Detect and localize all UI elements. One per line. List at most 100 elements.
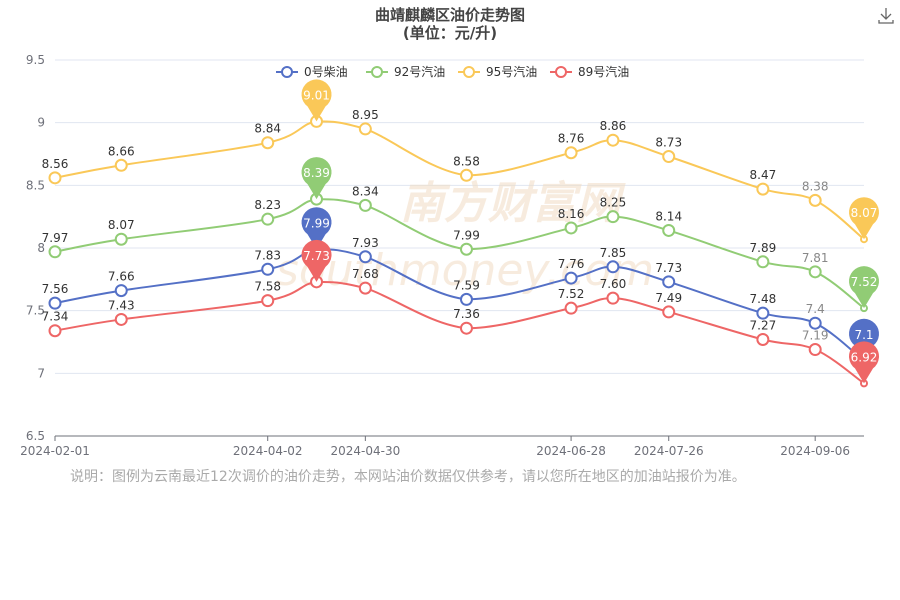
pin-label: 8.39 — [303, 166, 330, 180]
x-tick-label: 2024-07-26 — [634, 444, 704, 458]
data-point — [606, 210, 620, 224]
legend-marker — [281, 66, 293, 78]
data-label: 7.93 — [352, 236, 379, 250]
data-point — [358, 250, 372, 264]
pin-label: 7.73 — [303, 249, 330, 263]
extreme-pin: 6.92 — [849, 341, 880, 384]
legend-marker — [371, 66, 383, 78]
data-point — [564, 221, 578, 235]
data-point — [756, 306, 770, 320]
data-label: 7.58 — [254, 280, 281, 294]
data-label: 7.81 — [802, 251, 829, 265]
data-point — [459, 292, 473, 306]
data-point — [756, 182, 770, 196]
data-label: 7.83 — [254, 248, 281, 262]
legend[interactable]: 0号柴油 92号汽油 95号汽油 89号汽油 — [276, 64, 629, 79]
x-tick-label: 2024-06-28 — [536, 444, 606, 458]
pin-label: 6.92 — [851, 350, 878, 364]
data-point — [459, 168, 473, 182]
y-tick-label: 7.5 — [26, 304, 45, 318]
x-tick-label: 2024-02-01 — [20, 444, 90, 458]
data-label: 7.36 — [453, 307, 480, 321]
data-label: 8.14 — [655, 209, 682, 223]
data-label: 7.59 — [453, 278, 480, 292]
extreme-markers: 7.99 7.1 8.39 7.52 9.01 8.07 7.73 6.92 — [301, 79, 880, 384]
data-point — [261, 212, 275, 226]
legend-item-3[interactable]: 89号汽油 — [550, 64, 629, 79]
data-point — [48, 245, 62, 259]
pin-shape — [849, 266, 880, 309]
data-label: 8.07 — [108, 218, 135, 232]
legend-item-1[interactable]: 92号汽油 — [366, 64, 445, 79]
data-label: 7.52 — [558, 287, 585, 301]
data-label: 7.76 — [558, 257, 585, 271]
data-label: 8.86 — [600, 119, 627, 133]
data-label: 7.34 — [42, 310, 69, 324]
data-point — [606, 291, 620, 305]
series-line-3 — [54, 280, 865, 385]
extreme-pin: 7.52 — [849, 266, 880, 309]
data-point — [114, 158, 128, 172]
data-point — [808, 265, 822, 279]
legend-item-0[interactable]: 0号柴油 — [276, 65, 348, 79]
data-label: 8.66 — [108, 144, 135, 158]
data-label: 7.68 — [352, 267, 379, 281]
pin-shape — [849, 318, 880, 361]
chart-title: 曲靖麒麟区油价走势图 — [374, 6, 525, 24]
chart-subtitle: (单位：元/升) — [402, 24, 498, 42]
data-point — [662, 223, 676, 237]
data-point — [808, 316, 822, 330]
legend-label: 92号汽油 — [394, 64, 445, 79]
data-label: 8.23 — [254, 198, 281, 212]
data-labels: 7.56 7.66 7.83 7.93 7.59 7.76 7.85 7.73 7.48 7.4 7… — [42, 108, 829, 343]
data-point — [756, 332, 770, 346]
pin-shape — [301, 239, 332, 282]
data-point — [358, 198, 372, 212]
data-point — [48, 324, 62, 338]
data-point — [358, 122, 372, 136]
legend-marker — [555, 66, 567, 78]
data-label: 8.47 — [750, 168, 777, 182]
data-point — [662, 305, 676, 319]
pin-shape — [301, 79, 332, 122]
extreme-pin: 7.99 — [301, 207, 332, 250]
pin-label: 7.99 — [303, 216, 330, 230]
y-tick-label: 9 — [37, 116, 45, 130]
data-point — [114, 232, 128, 246]
watermark-text: 南方财富网 — [400, 178, 626, 229]
data-label: 7.99 — [453, 228, 480, 242]
y-tick-label: 9.5 — [26, 53, 45, 67]
y-tick-label: 7 — [37, 366, 45, 380]
data-label: 7.19 — [802, 329, 829, 343]
data-point — [261, 294, 275, 308]
extreme-pin: 8.39 — [301, 157, 332, 200]
data-point — [564, 301, 578, 315]
data-point — [114, 312, 128, 326]
data-point — [662, 150, 676, 164]
chart-footnote: 说明：图例为云南最近12次调价的油价走势，本网站油价数据仅供参考，请以您所在地区… — [70, 469, 746, 485]
pin-shape — [301, 207, 332, 250]
data-label: 7.27 — [750, 318, 777, 332]
data-point — [48, 171, 62, 185]
extreme-pin: 9.01 — [301, 79, 332, 122]
data-point — [114, 284, 128, 298]
legend-label: 89号汽油 — [578, 64, 629, 79]
data-label: 7.4 — [806, 302, 825, 316]
y-tick-label: 6.5 — [26, 429, 45, 443]
data-label: 8.34 — [352, 184, 379, 198]
legend-item-2[interactable]: 95号汽油 — [458, 64, 537, 79]
data-point — [358, 281, 372, 295]
data-point — [459, 242, 473, 256]
x-tick-label: 2024-09-06 — [780, 444, 850, 458]
data-label: 8.58 — [453, 154, 480, 168]
chart-title-block: 曲靖麒麟区油价走势图 (单位：元/升) — [0, 6, 900, 42]
data-point — [808, 193, 822, 207]
extreme-pin: 8.07 — [849, 197, 879, 240]
data-label: 7.73 — [655, 261, 682, 275]
download-icon[interactable] — [876, 6, 896, 26]
pin-label: 8.07 — [851, 206, 878, 220]
pin-shape — [301, 157, 332, 200]
x-tick-label: 2024-04-30 — [330, 444, 400, 458]
